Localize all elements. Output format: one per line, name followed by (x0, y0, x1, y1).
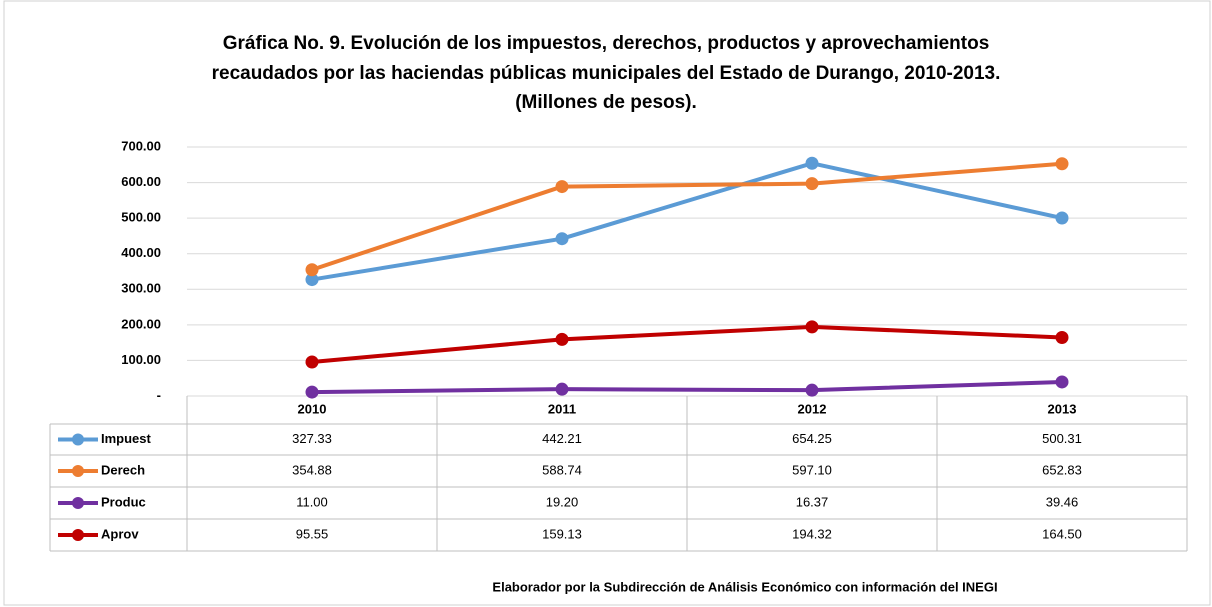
legend-label: Impuest (101, 431, 152, 446)
table-value: 95.55 (296, 526, 329, 541)
table-value: 597.10 (792, 462, 832, 477)
legend-marker (72, 465, 84, 477)
y-tick-label: 200.00 (121, 316, 161, 331)
x-tick-label: 2013 (1048, 401, 1077, 416)
data-point (805, 320, 819, 334)
table-value: 442.21 (542, 431, 582, 446)
y-tick-label: - (157, 387, 161, 402)
data-point (305, 273, 319, 287)
y-tick-label: 600.00 (121, 174, 161, 189)
table-value: 654.25 (792, 431, 832, 446)
data-point (1055, 375, 1069, 389)
data-point (555, 332, 569, 346)
data-point (805, 156, 819, 170)
data-point (305, 385, 319, 399)
x-tick-label: 2011 (548, 401, 576, 416)
y-tick-label: 300.00 (121, 281, 161, 296)
chart-title: Gráfica No. 9. Evolución de los impuesto… (223, 33, 990, 54)
chart-title: recaudados por las haciendas públicas mu… (212, 63, 1001, 84)
data-point (1055, 157, 1069, 171)
data-point (1055, 211, 1069, 225)
legend-marker (72, 497, 84, 509)
table-value: 354.88 (292, 462, 332, 477)
series-line (311, 324, 1063, 365)
legend-label: Aprov (101, 526, 139, 541)
table-value: 194.32 (792, 526, 832, 541)
table-value: 327.33 (292, 431, 332, 446)
chart-title: (Millones de pesos). (515, 92, 697, 113)
data-point (555, 382, 569, 396)
table-value: 652.83 (1042, 462, 1082, 477)
data-point (305, 355, 319, 369)
y-tick-label: 500.00 (121, 210, 161, 225)
data-point (555, 232, 569, 246)
series-line (311, 379, 1063, 395)
chart-frame (3, 0, 1211, 606)
data-point (555, 180, 569, 194)
x-tick-label: 2010 (298, 401, 327, 416)
data-point (1055, 330, 1069, 344)
table-value: 16.37 (796, 494, 829, 509)
table-value: 11.00 (296, 494, 328, 509)
table-value: 19.20 (546, 494, 579, 509)
legend-label: Produc (101, 494, 146, 509)
table-value: 159.13 (542, 526, 582, 541)
legend-label: Derech (101, 462, 145, 477)
data-point (305, 263, 319, 277)
table-value: 500.31 (1042, 431, 1082, 446)
series-line (311, 161, 1063, 282)
y-tick-label: 100.00 (121, 352, 161, 367)
data-point (805, 177, 819, 191)
source-note: Elaborador por la Subdirección de Anális… (492, 579, 997, 594)
x-tick-label: 2012 (798, 401, 827, 416)
series-line (311, 161, 1063, 272)
table-value: 164.50 (1042, 526, 1082, 541)
data-point (805, 383, 819, 397)
legend-marker (72, 529, 84, 541)
y-tick-label: 400.00 (121, 245, 161, 260)
table-value: 39.46 (1046, 494, 1079, 509)
table-value: 588.74 (542, 462, 582, 477)
y-tick-label: 700.00 (121, 138, 161, 153)
legend-marker (72, 433, 84, 446)
